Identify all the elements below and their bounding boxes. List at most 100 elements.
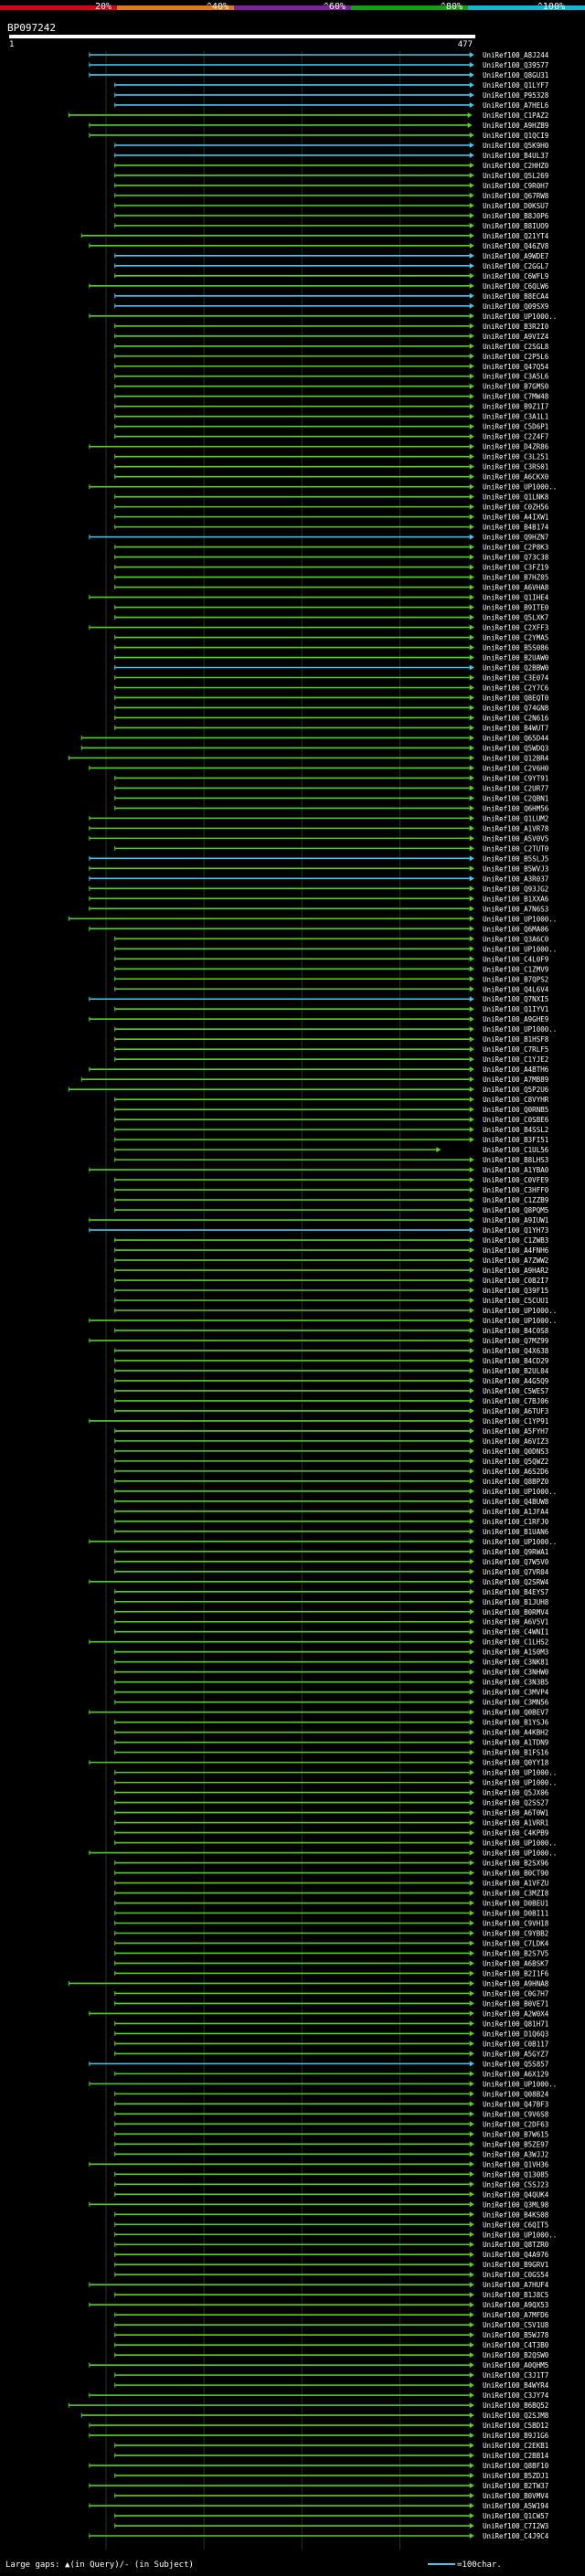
hit-end-arrow (469, 865, 474, 872)
hit-label: UniRef100_C0B117 (483, 2040, 548, 2048)
hit-end-arrow (469, 1890, 474, 1896)
hit-end-arrow (469, 1247, 474, 1254)
hit-end-arrow (469, 534, 474, 540)
hit-end-arrow (469, 313, 474, 319)
hit-label: UniRef100_C1ZZB9 (483, 1196, 548, 1204)
hit-label: UniRef100_A3R037 (483, 875, 548, 883)
hit-end-arrow (469, 2061, 474, 2067)
hit-label: UniRef100_B1YSJ6 (483, 1719, 549, 1727)
hit-label: UniRef100_C3NHW0 (483, 1669, 549, 1677)
hit-end-arrow (469, 1719, 474, 1725)
hit-label: UniRef100_B1J8C5 (483, 2291, 548, 2299)
hit-end-arrow (469, 212, 474, 218)
hit-end-arrow (469, 1860, 474, 1866)
hit-label: UniRef100_A9GHE9 (483, 1015, 548, 1023)
hit-end-arrow (469, 272, 474, 279)
hit-end-arrow (469, 1528, 474, 1534)
hit-end-arrow (469, 333, 474, 339)
hit-label: UniRef100_B3R2I0 (483, 323, 549, 331)
hit-label: UniRef100_C2N616 (483, 714, 549, 722)
hit-label: UniRef100_B4C0S8 (483, 1327, 549, 1335)
hit-end-arrow (469, 825, 474, 832)
hit-label: UniRef100_Q2SRW4 (483, 1578, 549, 1586)
hit-label: UniRef100_A9WDE7 (483, 252, 548, 260)
hit-end-arrow (469, 745, 474, 751)
hit-end-arrow (469, 222, 474, 228)
hit-label: UniRef100_C5BD12 (483, 2422, 548, 2430)
hit-label: UniRef100_Q8BPZ0 (483, 1478, 549, 1486)
hit-end-arrow (469, 2302, 474, 2308)
hit-label: UniRef100_C3N3B5 (483, 1679, 548, 1687)
query-bar (9, 35, 475, 38)
hit-label: UniRef100_A7MB89 (483, 1076, 548, 1084)
hit-label: UniRef100_UP1000.. (483, 1488, 557, 1496)
hit-end-arrow (469, 483, 474, 490)
hit-end-arrow (469, 1689, 474, 1695)
hit-end-arrow (469, 1930, 474, 1936)
hit-end-arrow (469, 142, 474, 148)
hit-end-arrow (469, 2201, 474, 2208)
hit-end-arrow (469, 674, 474, 681)
hit-end-arrow (469, 2402, 474, 2409)
hit-end-arrow (469, 554, 474, 560)
hit-label: UniRef100_C2YMA5 (483, 634, 548, 642)
hit-label: UniRef100_C0ZH56 (483, 504, 549, 512)
hit-label: UniRef100_B0CT90 (483, 1870, 549, 1878)
hit-end-arrow (469, 2322, 474, 2328)
hit-end-arrow (469, 765, 474, 771)
hit-label: UniRef100_B7W615 (483, 2130, 548, 2138)
hit-end-arrow (469, 71, 474, 78)
hit-end-arrow (469, 1809, 474, 1816)
hit-end-arrow (469, 1558, 474, 1564)
hit-label: UniRef100_B0VMV4 (483, 2492, 549, 2500)
hit-label: UniRef100_B2UL04 (483, 1367, 549, 1375)
hit-label: UniRef100_Q81H71 (483, 2019, 548, 2028)
hit-end-arrow (469, 2473, 474, 2479)
hit-end-arrow (469, 1618, 474, 1625)
hit-end-arrow (469, 624, 474, 631)
hit-end-arrow (469, 835, 474, 842)
hit-label: UniRef100_UP1000.. (483, 1779, 557, 1787)
hit-end-arrow (469, 2131, 474, 2137)
hit-label: UniRef100_Q7W5V0 (483, 1558, 549, 1566)
hit-label: UniRef100_A9QX53 (483, 2301, 548, 2309)
hit-end-arrow (469, 614, 474, 620)
hit-label: UniRef100_C2HHZ0 (483, 162, 549, 170)
hit-end-arrow (469, 956, 474, 962)
hit-end-arrow (469, 2463, 474, 2469)
hit-end-arrow (469, 1307, 474, 1313)
hit-end-arrow (469, 453, 474, 460)
hit-end-arrow (469, 162, 474, 168)
hit-label: UniRef100_A3WJJ2 (483, 2150, 548, 2158)
hit-label: UniRef100_Q1LUM2 (483, 814, 548, 822)
hit-end-arrow (469, 403, 474, 409)
hit-end-arrow (469, 1417, 474, 1424)
hit-label: UniRef100_A7N6S3 (483, 905, 548, 913)
hit-end-arrow (469, 152, 474, 158)
hit-label: UniRef100_C5CUU1 (483, 1297, 548, 1305)
hit-end-arrow (436, 1147, 441, 1153)
hit-end-arrow (469, 1347, 474, 1353)
hit-label: UniRef100_D0KSU7 (483, 202, 548, 210)
hit-end-arrow (469, 423, 474, 429)
hit-label: UniRef100_C0B2I7 (483, 1277, 548, 1285)
hit-end-arrow (469, 2242, 474, 2248)
hit-end-arrow (469, 946, 474, 952)
hit-label: UniRef100_C4WNI1 (483, 1628, 548, 1637)
hit-end-arrow (469, 2443, 474, 2449)
hit-label: UniRef100_UP1000.. (483, 1850, 557, 1858)
hit-label: UniRef100_A1VFZU (483, 1880, 548, 1888)
hit-label: UniRef100_Q4QUK4 (483, 2190, 549, 2199)
hit-end-arrow (469, 684, 474, 691)
hit-end-arrow (469, 1699, 474, 1705)
hit-end-arrow (469, 1127, 474, 1133)
hit-label: UniRef100_Q5QWZ2 (483, 1458, 548, 1466)
hit-label: UniRef100_Q5JX06 (483, 1789, 549, 1797)
hit-end-arrow (469, 81, 474, 88)
hit-label: UniRef100_B7GMS0 (483, 383, 549, 391)
hit-label: UniRef100_Q8PQM5 (483, 1206, 548, 1214)
hit-end-arrow (469, 2000, 474, 2007)
hit-label: UniRef100_B1JUH8 (483, 1598, 549, 1606)
hit-end-arrow (469, 2051, 474, 2057)
